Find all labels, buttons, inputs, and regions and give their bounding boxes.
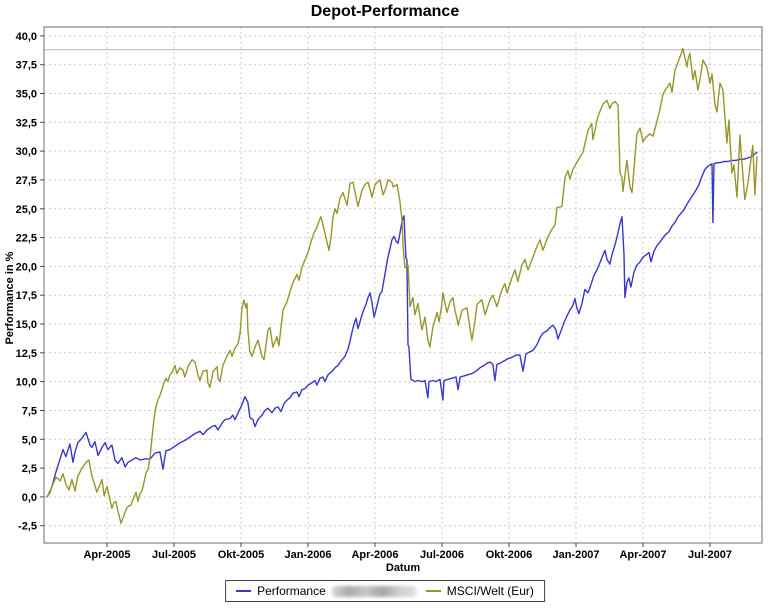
y-tick-label: 5,0 — [22, 434, 37, 446]
y-tick-label: 10,0 — [16, 377, 37, 389]
x-tick-label: Apr-2007 — [619, 549, 666, 561]
y-tick-label: 15,0 — [16, 319, 37, 331]
x-tick-label: Jul-2006 — [420, 549, 464, 561]
y-tick-label: -2,5 — [18, 521, 37, 533]
legend: Performance MSCI/Welt (Eur) — [225, 580, 545, 602]
performance-series-line — [46, 151, 758, 498]
x-tick-label: Okt-2006 — [486, 549, 532, 561]
chart-title: Depot-Performance — [310, 3, 460, 20]
x-tick-label: Jul-2005 — [152, 549, 196, 561]
redacted-portfolio-name — [331, 585, 416, 597]
x-tick-label: Jan-2006 — [284, 549, 331, 561]
y-tick-label: 7,5 — [22, 406, 37, 418]
y-tick-label: 0,0 — [22, 492, 37, 504]
x-tick-label: Okt-2005 — [218, 549, 264, 561]
y-tick-label: 12,5 — [16, 348, 37, 360]
legend-label-msci: MSCI/Welt (Eur) — [446, 584, 534, 598]
msci-welt-series-line — [46, 47, 758, 525]
y-tick-label: 30,0 — [16, 146, 37, 158]
y-axis-title: Performance in % — [4, 251, 16, 345]
x-tick-label: Jul-2007 — [688, 549, 732, 561]
y-tick-label: 40,0 — [16, 31, 37, 43]
y-tick-label: 37,5 — [16, 60, 37, 72]
x-axis-title: Datum — [385, 562, 421, 574]
y-tick-label: 22,5 — [16, 233, 37, 245]
x-tick-label: Apr-2005 — [83, 549, 130, 561]
msci-series-swatch — [425, 590, 441, 592]
y-tick-label: 20,0 — [16, 261, 37, 273]
performance-series-swatch — [236, 590, 252, 592]
y-tick-label: 35,0 — [16, 89, 37, 101]
x-tick-label: Jan-2007 — [552, 549, 599, 561]
y-tick-label: 32,5 — [16, 117, 37, 129]
plot-frame — [43, 26, 763, 544]
x-tick-label: Apr-2006 — [351, 549, 398, 561]
y-tick-label: 2,5 — [22, 463, 37, 475]
y-tick-label: 17,5 — [16, 290, 37, 302]
y-tick-label: 27,5 — [16, 175, 37, 187]
legend-label-performance: Performance — [257, 584, 326, 598]
y-tick-label: 25,0 — [16, 204, 37, 216]
